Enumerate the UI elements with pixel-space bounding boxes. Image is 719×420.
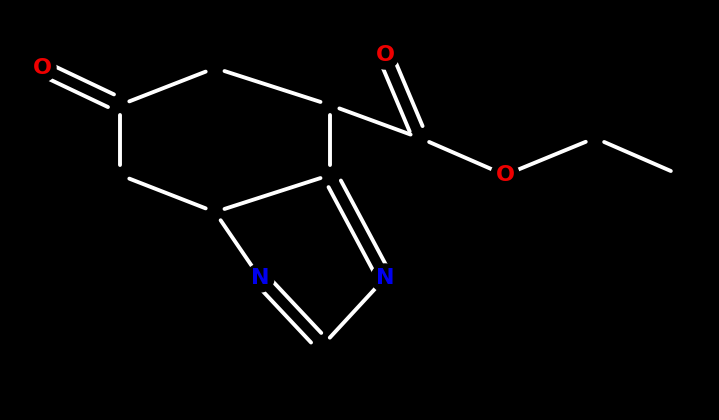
Circle shape — [371, 264, 399, 292]
Text: N: N — [376, 268, 394, 288]
Circle shape — [28, 54, 56, 82]
Text: N: N — [251, 268, 269, 288]
Circle shape — [491, 161, 519, 189]
Text: O: O — [32, 58, 52, 78]
Circle shape — [246, 264, 274, 292]
Text: O: O — [375, 45, 395, 65]
Text: O: O — [495, 165, 515, 185]
Circle shape — [371, 41, 399, 69]
